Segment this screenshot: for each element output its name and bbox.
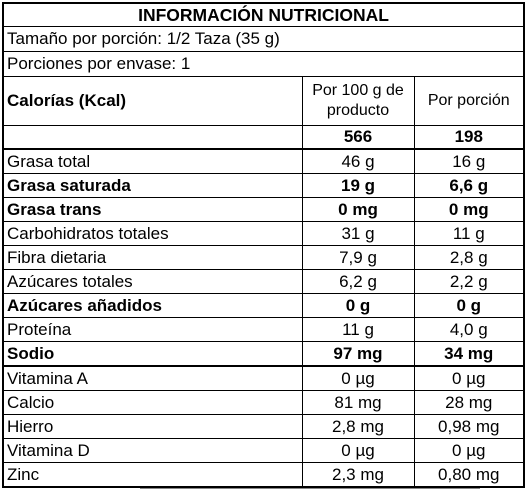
value-per-100g: 6,2 g [301, 269, 414, 294]
value-per-serving: 0,98 mg [413, 414, 523, 439]
value-per-100g: 2,3 mg [301, 462, 414, 486]
value-per-100g: 0 mg [301, 197, 414, 222]
calories-per-100g: 566 [301, 125, 414, 150]
bottom-divider [140, 488, 480, 489]
nutrient-name: Grasa saturada [4, 173, 302, 198]
value-per-100g: 2,8 mg [301, 414, 414, 439]
value-per-100g: 81 mg [301, 390, 414, 415]
nutrient-name: Grasa trans [4, 197, 302, 222]
calories-row: 566 198 [4, 125, 523, 150]
nutrient-name: Grasa total [4, 149, 302, 174]
nutrient-name: Azúcares totales [4, 269, 302, 294]
value-per-serving: 0 µg [413, 366, 523, 391]
value-per-serving: 0 µg [413, 438, 523, 463]
value-per-serving: 2,2 g [413, 269, 523, 294]
value-per-serving: 34 mg [413, 341, 523, 367]
nutrient-row: Grasa saturada 19 g 6,6 g [4, 173, 523, 198]
nutrient-name: Calcio [4, 390, 302, 415]
value-per-serving: 0 g [413, 293, 523, 318]
value-per-serving: 0,80 mg [413, 462, 523, 486]
value-per-100g: 19 g [301, 173, 414, 198]
nutrient-name: Azúcares añadidos [4, 293, 302, 318]
value-per-100g: 11 g [301, 317, 414, 342]
nutrient-name: Hierro [4, 414, 302, 439]
nutrient-name: Vitamina D [4, 438, 302, 463]
nutrient-row: Azúcares totales 6,2 g 2,2 g [4, 269, 523, 294]
nutrient-name: Fibra dietaria [4, 245, 302, 270]
value-per-100g: 0 g [301, 293, 414, 318]
nutrient-name: Sodio [4, 341, 302, 367]
nutrient-name: Zinc [7, 465, 40, 484]
calories-label: Calorías (Kcal) [4, 77, 302, 126]
value-per-100g: 97 mg [301, 341, 414, 367]
value-per-100g: 0 µg [301, 438, 414, 463]
column-header-per-100g: Por 100 g de producto [301, 77, 414, 126]
micronutrient-row: Calcio 81 mg 28 mg [4, 390, 523, 415]
serving-size: Tamaño por porción: 1/2 Taza (35 g) [4, 27, 523, 52]
micronutrient-row: Hierro 2,8 mg 0,98 mg [4, 414, 523, 439]
value-per-serving: 4,0 g [413, 317, 523, 342]
nutrient-row: Carbohidratos totales 31 g 11 g [4, 221, 523, 246]
value-per-serving: 2,8 g [413, 245, 523, 270]
value-per-100g: 7,9 g [301, 245, 414, 270]
nutrient-row: Proteína 11 g 4,0 g [4, 317, 523, 342]
nutrient-row: Fibra dietaria 7,9 g 2,8 g [4, 245, 523, 270]
servings-per-container: Porciones por envase: 1 [4, 52, 523, 77]
nutrition-facts-panel: INFORMACIÓN NUTRICIONAL Tamaño por porci… [2, 2, 525, 488]
nutrient-name: Carbohidratos totales [4, 221, 302, 246]
nutrient-name: Vitamina A [4, 366, 302, 391]
header-row: Calorías (Kcal) Por 100 g de producto Po… [4, 77, 523, 126]
nutrient-row: Sodio 97 mg 34 mg [4, 341, 523, 367]
nutrient-row: Grasa trans 0 mg 0 mg [4, 197, 523, 222]
nutrient-row: Grasa total 46 g 16 g [4, 149, 523, 174]
micronutrient-row: Zinc 2,3 mg 0,80 mg [4, 462, 523, 486]
panel-title: INFORMACIÓN NUTRICIONAL [4, 4, 523, 27]
column-header-per-serving: Por porción [413, 77, 523, 126]
value-per-100g: 31 g [301, 221, 414, 246]
value-per-serving: 11 g [413, 221, 523, 246]
value-per-serving: 28 mg [413, 390, 523, 415]
calories-row-label [4, 125, 302, 150]
value-per-serving: 6,6 g [413, 173, 523, 198]
calories-per-serving: 198 [413, 125, 523, 150]
nutrient-name: Proteína [4, 317, 302, 342]
value-per-serving: 16 g [413, 149, 523, 174]
value-per-serving: 0 mg [413, 197, 523, 222]
value-per-100g: 0 µg [301, 366, 414, 391]
value-per-100g: 46 g [301, 149, 414, 174]
nutrition-table: Calorías (Kcal) Por 100 g de producto Po… [4, 77, 523, 486]
